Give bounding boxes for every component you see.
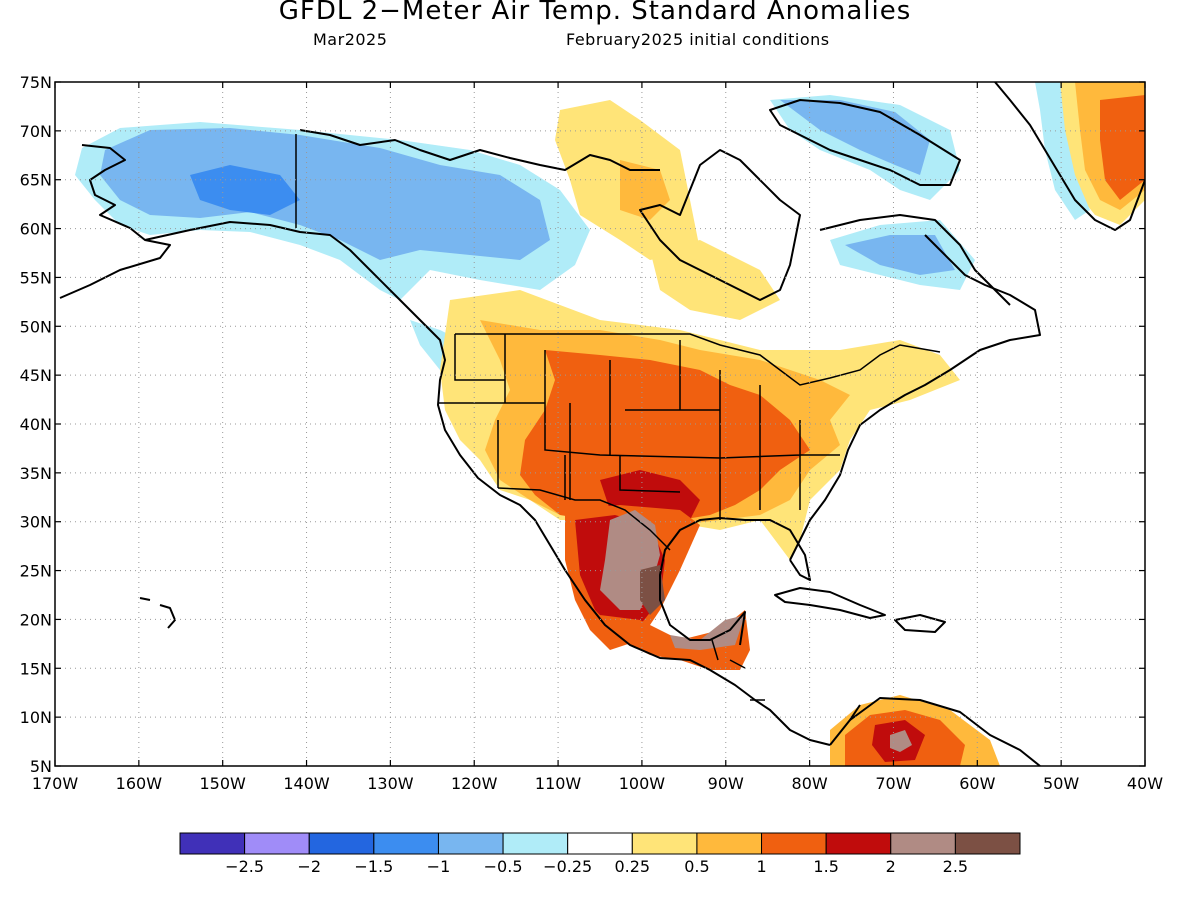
- lat-label: 60N: [20, 220, 52, 239]
- coast-labrador: [819, 214, 1011, 306]
- valid-month-label: Mar2025: [313, 30, 388, 49]
- colorbar-label: 2.5: [943, 857, 968, 876]
- colorbar-swatch: [437, 832, 504, 855]
- coast-arctic: [299, 129, 660, 171]
- lat-label: 55N: [20, 268, 52, 287]
- lat-label: 10N: [20, 708, 52, 727]
- lon-label: 70W: [875, 774, 911, 793]
- map-title: GFDL 2−Meter Air Temp. Standard Anomalie…: [278, 0, 912, 26]
- colorbar-label: −2.5: [225, 857, 264, 876]
- colorbar-swatch: [825, 832, 892, 855]
- warm-anomaly-s-america-25: [890, 730, 912, 752]
- coast-north-america: [144, 221, 831, 746]
- lon-label: 40W: [1127, 774, 1163, 793]
- colorbar-swatch: [567, 832, 633, 855]
- lon-label: 90W: [708, 774, 744, 793]
- cold-anomaly-alaska-strong: [190, 165, 300, 215]
- colorbar-swatch: [761, 832, 827, 855]
- lon-label: 60W: [959, 774, 995, 793]
- colorbar-swatch: [631, 832, 698, 855]
- coast-florida-gulf: [659, 517, 811, 646]
- colorbar-swatch: [373, 832, 439, 855]
- lon-label: 50W: [1043, 774, 1079, 793]
- lon-label: 80W: [792, 774, 828, 793]
- coast-baffin: [769, 99, 961, 186]
- lon-label: 110W: [535, 774, 582, 793]
- colorbar-label: 0.25: [614, 857, 650, 876]
- lon-label: 120W: [451, 774, 498, 793]
- lat-label: 20N: [20, 610, 52, 629]
- warm-anomaly-us-15: [520, 350, 810, 520]
- lat-label: 70N: [20, 122, 52, 141]
- coast-cuba: [774, 587, 886, 619]
- colorbar-label: 1.5: [813, 857, 838, 876]
- border-us-mexico: [497, 487, 671, 551]
- axis-ticks: [54, 81, 1146, 767]
- cold-anomaly-greenland-west: [1035, 82, 1090, 220]
- lat-label: 5N: [30, 757, 52, 776]
- lon-label: 170W: [32, 774, 79, 793]
- warm-anomaly-greenland-15: [1100, 95, 1145, 200]
- border-us-canada: [455, 333, 941, 386]
- colorbar-swatch: [308, 832, 375, 855]
- lat-label: 50N: [20, 317, 52, 336]
- lat-label: 30N: [20, 513, 52, 532]
- coast-hudson-bay: [639, 149, 801, 301]
- latitude-labels: 75N 70N 65N 60N 55N 50N 45N 40N 35N 30N 25N 20N 15N 1…: [20, 73, 52, 776]
- lat-label: 45N: [20, 366, 52, 385]
- colorbar-swatch: [696, 832, 763, 855]
- colorbar-label: −0.25: [543, 857, 592, 876]
- colorbar-swatch: [179, 832, 246, 855]
- lat-label: 25N: [20, 562, 52, 581]
- longitude-labels: 170W 160W 150W 140W 130W 120W 110W 100W 90W 80W 70…: [32, 774, 1163, 793]
- cold-anomaly-alaska-core: [100, 128, 550, 260]
- colorbar-label: −1.5: [354, 857, 393, 876]
- lat-label: 35N: [20, 464, 52, 483]
- border-central-america: [711, 639, 765, 701]
- lon-label: 100W: [619, 774, 666, 793]
- lat-label: 65N: [20, 171, 52, 190]
- colorbar-labels: −2.5 −2 −1.5 −1 −0.5 −0.25 0.25 0.5 1 1.5 2 2.5: [225, 857, 968, 876]
- colorbar-label: −0.5: [484, 857, 523, 876]
- warm-anomaly-quebec: [650, 240, 780, 320]
- lon-label: 140W: [283, 774, 330, 793]
- initial-conditions-label: February2025 initial conditions: [566, 30, 830, 49]
- colorbar-label: 0.5: [684, 857, 709, 876]
- colorbar-swatch: [890, 832, 956, 855]
- lat-label: 15N: [20, 659, 52, 678]
- colorbar-swatch: [502, 832, 569, 855]
- graticule: [55, 82, 1145, 766]
- lon-label: 150W: [200, 774, 247, 793]
- lat-label: 75N: [20, 73, 52, 92]
- colorbar: [179, 832, 1021, 855]
- coastlines: [59, 82, 1145, 766]
- lat-label: 40N: [20, 415, 52, 434]
- colorbar-label: −2: [297, 857, 321, 876]
- colorbar-swatch: [244, 832, 310, 855]
- coast-hispaniola: [894, 614, 946, 633]
- warm-anomaly-s-mexico-core: [670, 615, 745, 650]
- warm-anomaly-mexico-3: [640, 565, 665, 615]
- coast-hawaii: [139, 597, 176, 629]
- colorbar-label: 1: [756, 857, 766, 876]
- coast-south-america: [849, 697, 1041, 766]
- coast-greenland: [994, 82, 1145, 231]
- lon-label: 160W: [116, 774, 163, 793]
- colorbar-swatch: [954, 832, 1021, 855]
- colorbar-label: 2: [886, 857, 896, 876]
- cold-anomaly-labrador-core: [845, 235, 955, 275]
- coast-alaska-west: [59, 144, 171, 299]
- colorbar-label: −1: [427, 857, 451, 876]
- lon-label: 130W: [367, 774, 414, 793]
